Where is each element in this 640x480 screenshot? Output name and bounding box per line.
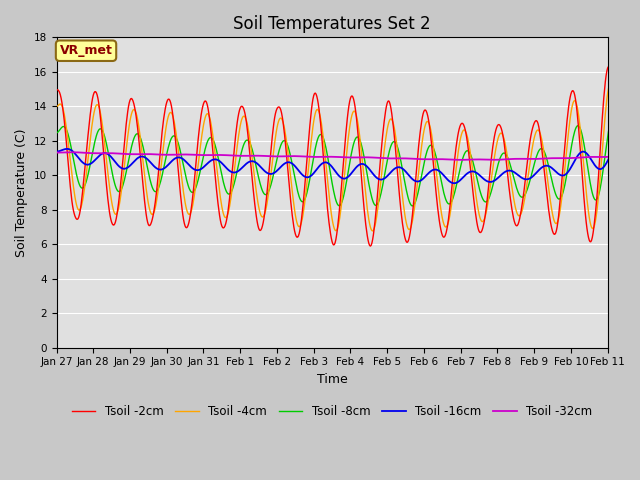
X-axis label: Time: Time: [317, 373, 348, 386]
Tsoil -8cm: [445, 201, 452, 206]
Tsoil -8cm: [230, 184, 237, 190]
Line: Tsoil -16cm: Tsoil -16cm: [56, 145, 640, 183]
Tsoil -8cm: [412, 199, 419, 204]
Y-axis label: Soil Temperature (C): Soil Temperature (C): [15, 128, 28, 257]
Tsoil -8cm: [610, 111, 618, 117]
Line: Tsoil -8cm: Tsoil -8cm: [56, 114, 640, 206]
Tsoil -8cm: [122, 173, 129, 179]
Tsoil -32cm: [457, 157, 465, 163]
Tsoil -32cm: [68, 149, 76, 155]
Tsoil -2cm: [367, 243, 374, 249]
Tsoil -2cm: [445, 216, 452, 222]
Tsoil -4cm: [412, 197, 419, 203]
Tsoil -8cm: [52, 130, 60, 136]
Tsoil -2cm: [259, 223, 266, 229]
Line: Tsoil -32cm: Tsoil -32cm: [56, 152, 640, 160]
Tsoil -4cm: [607, 80, 614, 86]
Tsoil -16cm: [281, 161, 289, 167]
Tsoil -16cm: [615, 143, 623, 148]
Tsoil -8cm: [408, 203, 416, 209]
Tsoil -32cm: [230, 153, 238, 158]
Tsoil -2cm: [605, 64, 612, 70]
Line: Tsoil -2cm: Tsoil -2cm: [56, 67, 640, 246]
Tsoil -16cm: [122, 166, 129, 171]
Tsoil -4cm: [281, 126, 289, 132]
Tsoil -2cm: [281, 132, 289, 138]
Tsoil -4cm: [445, 219, 452, 225]
Title: Soil Temperatures Set 2: Soil Temperatures Set 2: [233, 15, 431, 33]
Tsoil -16cm: [450, 180, 458, 186]
Text: VR_met: VR_met: [60, 44, 113, 57]
Line: Tsoil -4cm: Tsoil -4cm: [56, 83, 640, 231]
Tsoil -32cm: [445, 156, 452, 162]
Tsoil -16cm: [259, 166, 266, 172]
Tsoil -2cm: [412, 178, 419, 183]
Tsoil -2cm: [230, 156, 237, 161]
Tsoil -32cm: [282, 154, 289, 159]
Tsoil -16cm: [444, 177, 451, 182]
Tsoil -32cm: [412, 156, 419, 162]
Tsoil -8cm: [281, 138, 289, 144]
Tsoil -4cm: [369, 228, 376, 234]
Tsoil -16cm: [230, 169, 237, 175]
Tsoil -2cm: [122, 129, 129, 135]
Tsoil -2cm: [52, 87, 60, 93]
Tsoil -32cm: [122, 151, 130, 157]
Tsoil -4cm: [230, 177, 237, 182]
Tsoil -16cm: [52, 149, 60, 155]
Legend: Tsoil -2cm, Tsoil -4cm, Tsoil -8cm, Tsoil -16cm, Tsoil -32cm: Tsoil -2cm, Tsoil -4cm, Tsoil -8cm, Tsoi…: [67, 400, 597, 422]
Tsoil -32cm: [52, 150, 60, 156]
Tsoil -32cm: [259, 153, 267, 159]
Tsoil -8cm: [259, 188, 266, 193]
Tsoil -4cm: [259, 214, 266, 220]
Tsoil -16cm: [411, 178, 419, 184]
Tsoil -4cm: [52, 104, 60, 109]
Tsoil -4cm: [122, 154, 129, 159]
